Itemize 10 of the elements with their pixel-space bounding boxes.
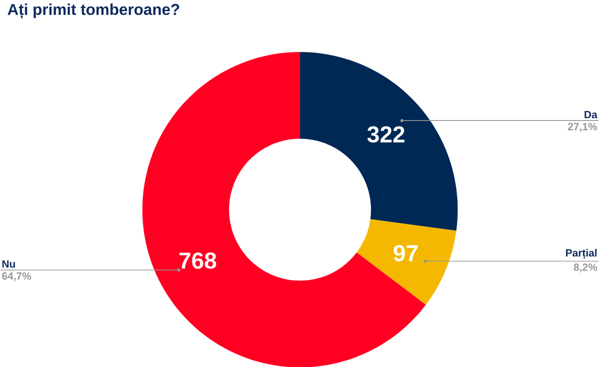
slice-label: Da: [584, 110, 598, 118]
text: 8,2%: [574, 263, 598, 272]
text: 27,1%: [568, 122, 598, 132]
data-label: 768: [179, 252, 216, 269]
data-label: 97: [394, 244, 418, 262]
text: 64,7%: [2, 272, 32, 282]
slice-label: Nu: [2, 260, 15, 268]
data-label: 322: [367, 126, 404, 142]
chart-title: Ați primit tomberoane?: [8, 3, 180, 18]
slice-label: Parțial: [566, 248, 597, 259]
